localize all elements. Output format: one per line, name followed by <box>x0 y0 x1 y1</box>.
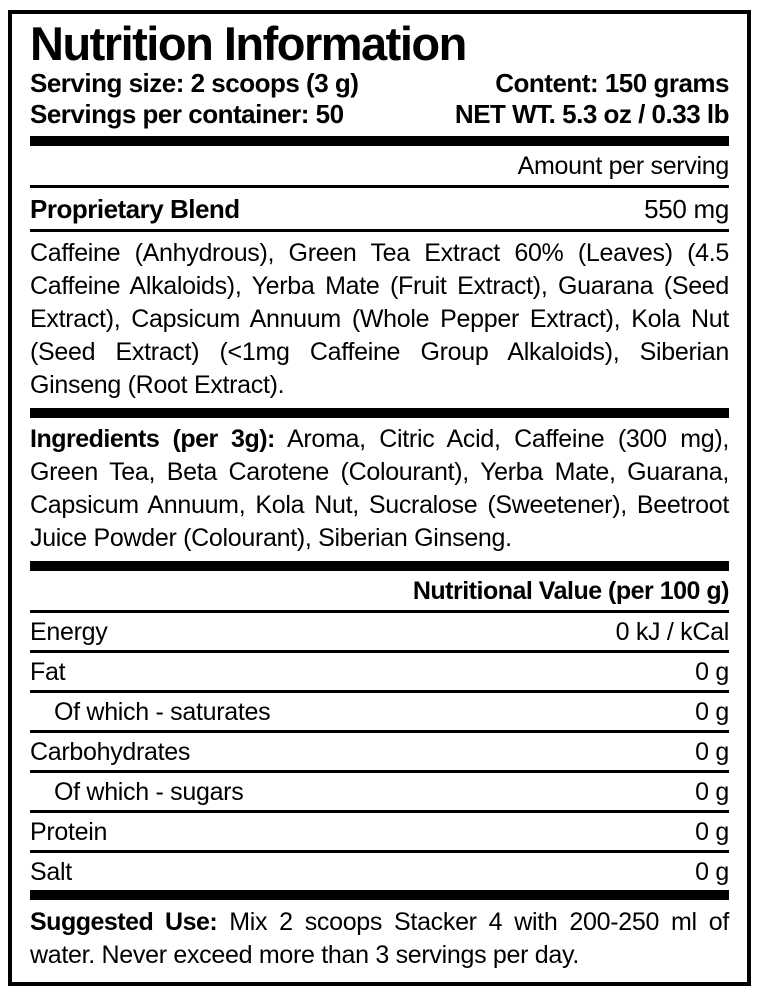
row-value: 0 g <box>695 777 729 806</box>
suggested-use-text: Mix 2 scoops Stacker 4 with 200-250 ml o… <box>30 907 730 969</box>
divider-thin <box>30 228 729 232</box>
table-row-salt: Salt 0 g <box>30 853 729 890</box>
divider-thin <box>30 689 729 693</box>
table-row-saturates: Of which - saturates 0 g <box>30 693 729 730</box>
row-label: Salt <box>30 857 72 886</box>
row-value: 0 g <box>695 817 729 846</box>
nutrition-label: Nutrition Information Serving size: 2 sc… <box>8 10 751 986</box>
row-label: Of which - saturates <box>54 697 271 726</box>
divider-thick <box>30 889 729 900</box>
content-weight: Content: 150 grams <box>495 67 729 98</box>
label-title: Nutrition Information <box>30 17 467 70</box>
row-value: 0 g <box>695 697 729 726</box>
nutritional-value-heading: Nutritional Value (per 100 g) <box>412 576 730 605</box>
serving-info-row: Serving size: 2 scoops (3 g) Content: 15… <box>30 68 729 99</box>
suggested-use-paragraph: Suggested Use: Mix 2 scoops Stacker 4 wi… <box>30 900 729 976</box>
divider-thick <box>30 135 729 146</box>
row-label: Energy <box>30 617 108 646</box>
amount-per-serving-heading: Amount per serving <box>517 151 730 180</box>
row-value: 0 g <box>695 857 729 886</box>
serving-size: Serving size: 2 scoops (3 g) <box>30 67 359 98</box>
row-label: Carbohydrates <box>30 737 191 766</box>
divider-thin <box>30 769 729 773</box>
table-row-energy: Energy 0 kJ / kCal <box>30 613 729 650</box>
divider-thick <box>30 407 729 418</box>
row-value: 0 kJ / kCal <box>615 617 730 646</box>
row-label: Protein <box>30 817 108 846</box>
divider-thin <box>30 849 729 853</box>
servings-per-container: Servings per container: 50 <box>30 98 344 129</box>
proprietary-blend-name: Proprietary Blend <box>30 193 240 224</box>
proprietary-blend-amount: 550 mg <box>644 193 729 224</box>
servings-info-row: Servings per container: 50 NET WT. 5.3 o… <box>30 98 730 130</box>
ingredients-paragraph: Ingredients (per 3g): Aroma, Citric Acid… <box>30 418 729 561</box>
table-row-fat: Fat 0 g <box>30 653 729 690</box>
divider-thin <box>30 809 729 813</box>
table-row-sugars: Of which - sugars 0 g <box>30 773 729 810</box>
net-weight: NET WT. 5.3 oz / 0.33 lb <box>454 98 730 129</box>
row-label: Of which - sugars <box>54 777 244 806</box>
divider-thin <box>30 729 729 733</box>
divider-thin <box>30 184 729 188</box>
table-row-carbohydrates: Carbohydrates 0 g <box>30 733 729 770</box>
ingredients-lead: Ingredients (per 3g): <box>30 424 275 453</box>
divider-thin <box>30 609 729 613</box>
proprietary-blend-row: Proprietary Blend 550 mg <box>30 188 729 229</box>
suggested-use-lead: Suggested Use: <box>30 907 218 936</box>
row-label: Fat <box>30 657 66 686</box>
table-row-protein: Protein 0 g <box>30 813 729 850</box>
divider-thin <box>30 649 729 653</box>
ingredients-text: Aroma, Citric Acid, Caffeine (300 mg), G… <box>30 424 729 552</box>
blend-ingredients-paragraph: Caffeine (Anhydrous), Green Tea Extract … <box>30 238 729 399</box>
divider-thick <box>30 560 729 571</box>
row-value: 0 g <box>695 657 729 686</box>
row-value: 0 g <box>695 737 729 766</box>
